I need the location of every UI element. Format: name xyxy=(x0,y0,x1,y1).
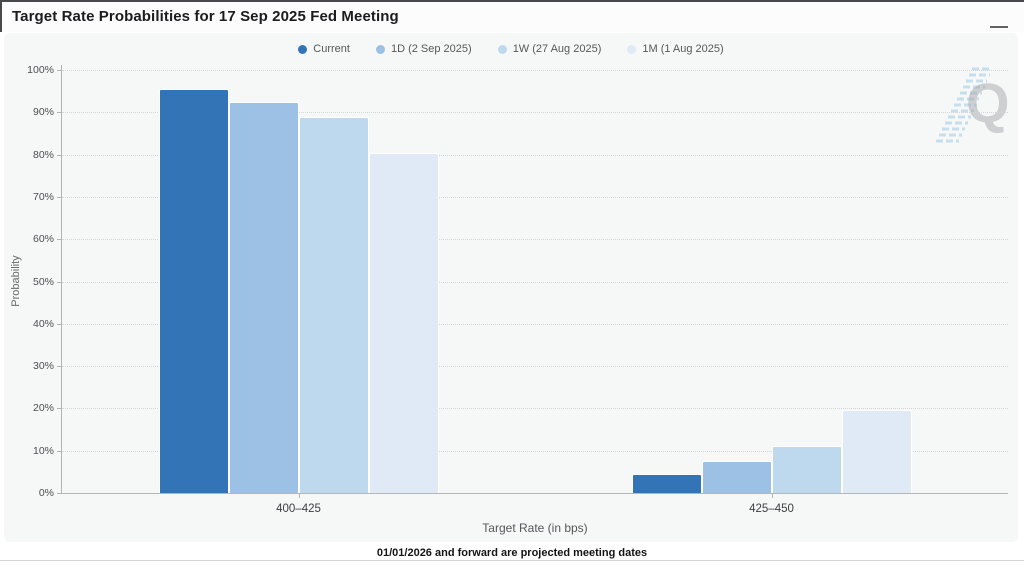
legend-label: 1M (1 Aug 2025) xyxy=(642,43,724,55)
y-tick-label: 60% xyxy=(32,233,54,246)
bar-1d-400-425[interactable] xyxy=(228,101,299,493)
x-category-label: 425–450 xyxy=(749,503,794,515)
y-tick-mark xyxy=(57,323,62,325)
legend-label: 1W (27 Aug 2025) xyxy=(512,43,602,55)
chart-legend: Current 1D (2 Sep 2025) 1W (27 Aug 2025) 1M… xyxy=(4,43,1018,55)
bar-current-425-450[interactable] xyxy=(631,474,702,493)
y-tick-mark xyxy=(57,154,62,156)
gridline-10 xyxy=(62,450,1008,452)
y-tick-label: 10% xyxy=(32,444,54,457)
gridline-20 xyxy=(62,408,1008,410)
gridline-90 xyxy=(62,112,1008,114)
footer-note: 01/01/2026 and forward are projected mee… xyxy=(0,543,1024,559)
bottom-divider xyxy=(0,560,1024,561)
x-tick-mark xyxy=(298,493,300,498)
y-tick-label: 90% xyxy=(32,106,54,119)
gridline-70 xyxy=(62,196,1008,198)
y-tick-mark xyxy=(57,493,62,494)
bar-1w-425-450[interactable] xyxy=(771,445,842,493)
y-tick-label: 80% xyxy=(32,148,54,161)
x-tick-mark xyxy=(771,493,773,498)
bar-1d-425-450[interactable] xyxy=(701,461,772,493)
bar-current-400-425[interactable] xyxy=(158,88,229,493)
watermark-stripes-icon xyxy=(936,67,992,143)
y-tick-mark xyxy=(57,408,62,410)
gridline-60 xyxy=(62,239,1008,241)
bar-1m-425-450[interactable] xyxy=(841,409,912,493)
y-axis-line xyxy=(61,65,62,494)
hamburger-icon xyxy=(989,25,1009,28)
y-tick-mark xyxy=(57,366,62,368)
page-title: Target Rate Probabilities for 17 Sep 202… xyxy=(12,8,399,25)
widget-header: Target Rate Probabilities for 17 Sep 202… xyxy=(0,2,1024,32)
legend-dot-icon xyxy=(298,44,308,54)
y-tick-mark xyxy=(57,196,62,198)
quikstrike-q-logo-watermark: Q xyxy=(932,61,1016,153)
y-tick-label: 30% xyxy=(32,360,54,373)
legend-item-current[interactable]: Current xyxy=(298,43,350,55)
legend-dot-icon xyxy=(497,44,507,54)
x-axis-title: Target Rate (in bps) xyxy=(482,521,588,535)
legend-label: Current xyxy=(313,43,350,55)
legend-label: 1D (2 Sep 2025) xyxy=(390,43,472,55)
x-axis-line xyxy=(62,493,1008,494)
gridline-30 xyxy=(62,366,1008,368)
y-tick-mark xyxy=(57,450,62,452)
gridline-50 xyxy=(62,281,1008,283)
gridline-100 xyxy=(62,70,1008,71)
gridline-40 xyxy=(62,323,1008,325)
y-tick-mark xyxy=(57,239,62,241)
legend-item-1w[interactable]: 1W (27 Aug 2025) xyxy=(497,43,602,55)
y-tick-mark xyxy=(57,281,62,283)
y-tick-mark xyxy=(57,112,62,114)
y-tick-label: 0% xyxy=(38,487,54,499)
bar-1m-400-425[interactable] xyxy=(368,153,439,493)
y-tick-label: 100% xyxy=(27,64,54,76)
gridline-80 xyxy=(62,154,1008,156)
y-tick-mark xyxy=(57,70,62,71)
legend-dot-icon xyxy=(627,44,637,54)
x-category-label: 400–425 xyxy=(276,503,321,515)
y-tick-label: 50% xyxy=(32,275,54,288)
y-tick-label: 20% xyxy=(32,402,54,415)
y-tick-label: 70% xyxy=(32,190,54,203)
legend-item-1m[interactable]: 1M (1 Aug 2025) xyxy=(627,43,724,55)
footer-note-text: 01/01/2026 and forward are projected mee… xyxy=(376,547,648,559)
hamburger-menu-button[interactable] xyxy=(986,9,1012,28)
y-tick-label: 40% xyxy=(32,317,54,330)
legend-item-1d[interactable]: 1D (2 Sep 2025) xyxy=(375,43,472,55)
chart-panel: Current 1D (2 Sep 2025) 1W (27 Aug 2025) 1M… xyxy=(4,33,1018,542)
bar-1w-400-425[interactable] xyxy=(298,117,369,493)
legend-dot-icon xyxy=(375,44,385,54)
q-letter-icon: Q xyxy=(966,71,1010,134)
plot-area xyxy=(61,65,1008,498)
